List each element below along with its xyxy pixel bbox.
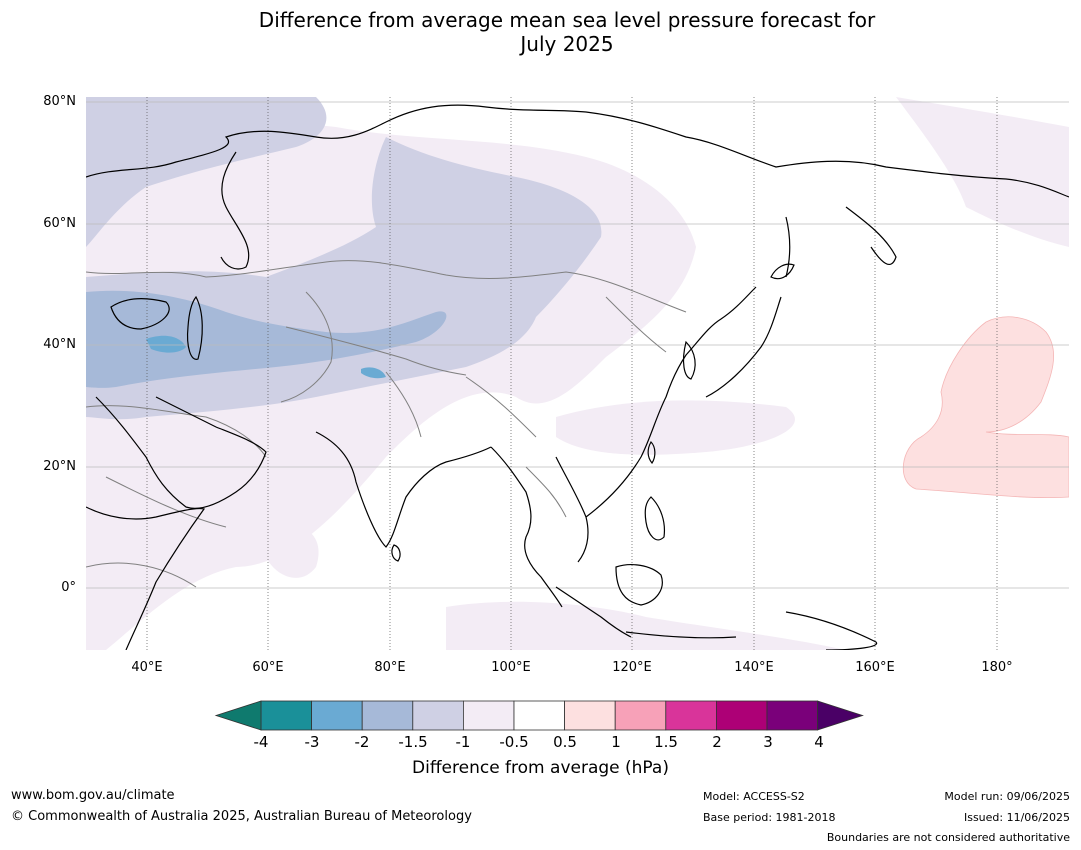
lon-label-160e: 160°E [855, 660, 895, 675]
boundaries-disclaimer: Boundaries are not considered authoritat… [826, 831, 1070, 844]
colorbar [214, 700, 864, 731]
issued-date: Issued: 11/06/2025 [963, 811, 1070, 824]
lat-label-40n: 40°N [43, 337, 76, 352]
colorbar-cell [665, 700, 717, 731]
colorbar-tick: -4 [253, 733, 269, 751]
colorbar-cell [412, 700, 464, 731]
lat-label-equator: 0° [61, 580, 76, 595]
graticule-meridians [146, 97, 998, 650]
lon-label-60e: 60°E [252, 660, 284, 675]
colorbar-tick: 3 [763, 733, 773, 751]
country-borders [86, 260, 687, 588]
lon-label-80e: 80°E [374, 660, 406, 675]
coastlines [86, 104, 1069, 650]
map-svg [86, 97, 1069, 650]
lat-label-20n: 20°N [43, 459, 76, 474]
anomaly-positive [902, 316, 1069, 499]
colorbar-cell [564, 700, 616, 731]
title-line-2: July 2025 [520, 32, 614, 56]
website-link[interactable]: www.bom.gov.au/climate [11, 788, 175, 803]
colorbar-cell [766, 700, 818, 731]
lon-label-100e: 100°E [491, 660, 531, 675]
colorbar-extend-high [817, 700, 864, 731]
map-panel [86, 97, 1069, 650]
colorbar-tick: 1.5 [654, 733, 678, 751]
colorbar-tick: -1 [455, 733, 471, 751]
chart-title: Difference from average mean sea level p… [0, 8, 1081, 56]
lon-label-40e: 40°E [131, 660, 163, 675]
colorbar-cell [260, 700, 312, 731]
colorbar-extend-low [214, 700, 262, 731]
colorbar-cell [462, 700, 515, 731]
lat-label-80n: 80°N [43, 94, 76, 109]
colorbar-tick: 4 [814, 733, 824, 751]
colorbar-cell [513, 700, 565, 731]
colorbar-tick: -1.5 [398, 733, 428, 751]
lon-label-120e: 120°E [612, 660, 652, 675]
lat-label-60n: 60°N [43, 216, 76, 231]
lon-label-140e: 140°E [734, 660, 774, 675]
colorbar-cell [361, 700, 414, 731]
colorbar-cell [614, 700, 667, 731]
base-period: Base period: 1981-2018 [703, 811, 836, 824]
colorbar-tick: -0.5 [499, 733, 529, 751]
colorbar-tick: -2 [354, 733, 370, 751]
colorbar-cell [311, 700, 363, 731]
colorbar-tick: 2 [712, 733, 722, 751]
model-name: Model: ACCESS-S2 [703, 790, 805, 803]
colorbar-label: Difference from average (hPa) [412, 758, 669, 778]
graticule-parallels [86, 101, 1069, 589]
anomaly-strong-negative [146, 335, 386, 379]
copyright-text: © Commonwealth of Australia 2025, Austra… [11, 809, 472, 824]
model-run-date: Model run: 09/06/2025 [944, 790, 1070, 803]
lon-label-180: 180° [981, 660, 1013, 675]
colorbar-tick: 1 [611, 733, 621, 751]
colorbar-cell [716, 700, 768, 731]
colorbar-tick: -3 [304, 733, 320, 751]
anomaly-moderate-negative [86, 290, 447, 388]
colorbar-tick: 0.5 [553, 733, 577, 751]
title-line-1: Difference from average mean sea level p… [258, 8, 876, 32]
colorbar-cells [214, 700, 864, 731]
